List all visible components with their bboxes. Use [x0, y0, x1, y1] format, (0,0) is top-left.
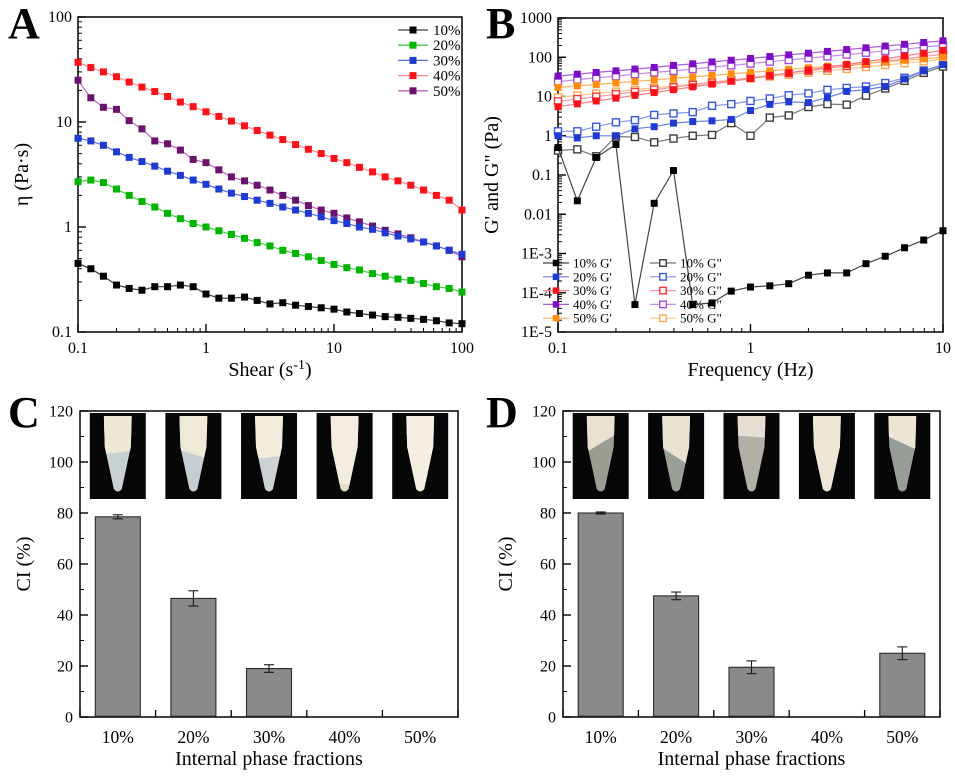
svg-text:20% G": 20% G"	[680, 269, 722, 284]
svg-text:0.1: 0.1	[532, 167, 552, 184]
svg-text:Internal phase fractions: Internal phase fractions	[175, 748, 363, 770]
svg-text:20%: 20%	[433, 38, 461, 54]
svg-text:100: 100	[532, 455, 556, 472]
panel-a: 0.1 1 10 100 0.1 1 10 100 Shear (s-1) η (Pa·s) 10%…	[0, 0, 477, 389]
svg-text:10%: 10%	[433, 23, 461, 39]
svg-text:40% G": 40% G"	[680, 297, 722, 312]
svg-text:10%: 10%	[585, 727, 617, 747]
svg-text:0.01: 0.01	[524, 206, 552, 223]
svg-text:40% G': 40% G'	[573, 297, 612, 312]
svg-text:100: 100	[48, 9, 72, 26]
svg-text:1: 1	[202, 340, 210, 357]
svg-text:Shear (s-1): Shear (s-1)	[228, 358, 311, 381]
svg-text:20%: 20%	[660, 727, 692, 747]
svg-text:0: 0	[548, 710, 556, 727]
panel-a-chart: 0.1 1 10 100 0.1 1 10 100 Shear (s-1) η (Pa·s) 10%…	[11, 9, 474, 381]
svg-text:100: 100	[528, 49, 552, 66]
svg-text:0.1: 0.1	[68, 340, 88, 357]
svg-text:50%: 50%	[433, 84, 461, 100]
svg-text:1E-4: 1E-4	[521, 285, 552, 302]
svg-text:120: 120	[532, 404, 556, 421]
svg-text:120: 120	[49, 404, 73, 421]
svg-text:1E-5: 1E-5	[521, 324, 552, 341]
svg-text:40: 40	[540, 608, 556, 625]
svg-text:30% G": 30% G"	[680, 283, 722, 298]
svg-text:1: 1	[544, 128, 552, 145]
svg-text:50%: 50%	[404, 727, 436, 747]
svg-text:Internal phase fractions: Internal phase fractions	[658, 748, 846, 770]
svg-text:80: 80	[57, 506, 73, 523]
svg-text:50% G": 50% G"	[680, 311, 722, 326]
svg-text:20% G': 20% G'	[573, 269, 612, 284]
svg-text:20%: 20%	[177, 727, 209, 747]
panel-b-letter: B	[486, 0, 516, 48]
svg-text:20: 20	[540, 659, 556, 676]
svg-text:40%: 40%	[329, 727, 361, 747]
svg-text:10: 10	[536, 89, 552, 106]
svg-text:30%: 30%	[253, 727, 285, 747]
panel-c: 0 20 40 60 80 100 120 10% 20% 30% 40% 50% Internal p…	[0, 389, 477, 778]
svg-text:80: 80	[540, 506, 556, 523]
svg-text:60: 60	[57, 557, 73, 574]
svg-text:1E-3: 1E-3	[521, 246, 552, 263]
svg-text:1: 1	[64, 219, 72, 236]
svg-text:10% G": 10% G"	[680, 256, 722, 271]
svg-text:1: 1	[747, 340, 755, 357]
svg-text:0: 0	[65, 710, 73, 727]
svg-text:40: 40	[57, 608, 73, 625]
panel-b-chart: 0.1 1 10 1E-5 1E-4 1E-3 0.01 0.1 1 10 100 1000 Frequ…	[481, 10, 951, 381]
svg-text:CI (%): CI (%)	[495, 537, 517, 592]
svg-text:30% G': 30% G'	[573, 283, 612, 298]
svg-text:CI (%): CI (%)	[13, 537, 35, 592]
svg-text:Frequency (Hz): Frequency (Hz)	[687, 359, 813, 381]
panel-d-letter: D	[486, 388, 518, 437]
svg-text:40%: 40%	[433, 69, 461, 85]
svg-text:50%: 50%	[886, 727, 918, 747]
svg-text:0.1: 0.1	[548, 340, 568, 357]
panel-c-letter: C	[8, 388, 40, 437]
svg-text:10: 10	[935, 340, 951, 357]
panel-b: 0.1 1 10 1E-5 1E-4 1E-3 0.01 0.1 1 10 100 1000 Frequ…	[478, 0, 955, 389]
svg-text:10% G': 10% G'	[573, 256, 612, 271]
svg-text:0.1: 0.1	[52, 324, 72, 341]
svg-text:20: 20	[57, 659, 73, 676]
svg-text:G' and G" (Pa): G' and G" (Pa)	[481, 116, 503, 234]
svg-text:30%: 30%	[735, 727, 767, 747]
svg-text:1000: 1000	[520, 10, 552, 27]
panel-d: 0 20 40 60 80 100 120 10% 20% 30% 40% 50% Internal p…	[478, 389, 955, 778]
svg-text:10: 10	[56, 114, 72, 131]
panel-a-letter: A	[8, 0, 40, 48]
svg-text:10: 10	[326, 340, 342, 357]
svg-text:60: 60	[540, 557, 556, 574]
svg-text:10%: 10%	[102, 727, 134, 747]
panel-d-chart: 0 20 40 60 80 100 120 10% 20% 30% 40% 50% Internal p…	[495, 404, 941, 770]
svg-text:100: 100	[450, 340, 474, 357]
svg-text:40%: 40%	[811, 727, 843, 747]
svg-text:100: 100	[49, 455, 73, 472]
panel-c-chart: 0 20 40 60 80 100 120 10% 20% 30% 40% 50% Internal p…	[13, 404, 459, 770]
svg-text:50% G': 50% G'	[573, 311, 612, 326]
svg-text:30%: 30%	[433, 53, 461, 69]
svg-text:η (Pa·s): η (Pa·s)	[11, 143, 33, 206]
